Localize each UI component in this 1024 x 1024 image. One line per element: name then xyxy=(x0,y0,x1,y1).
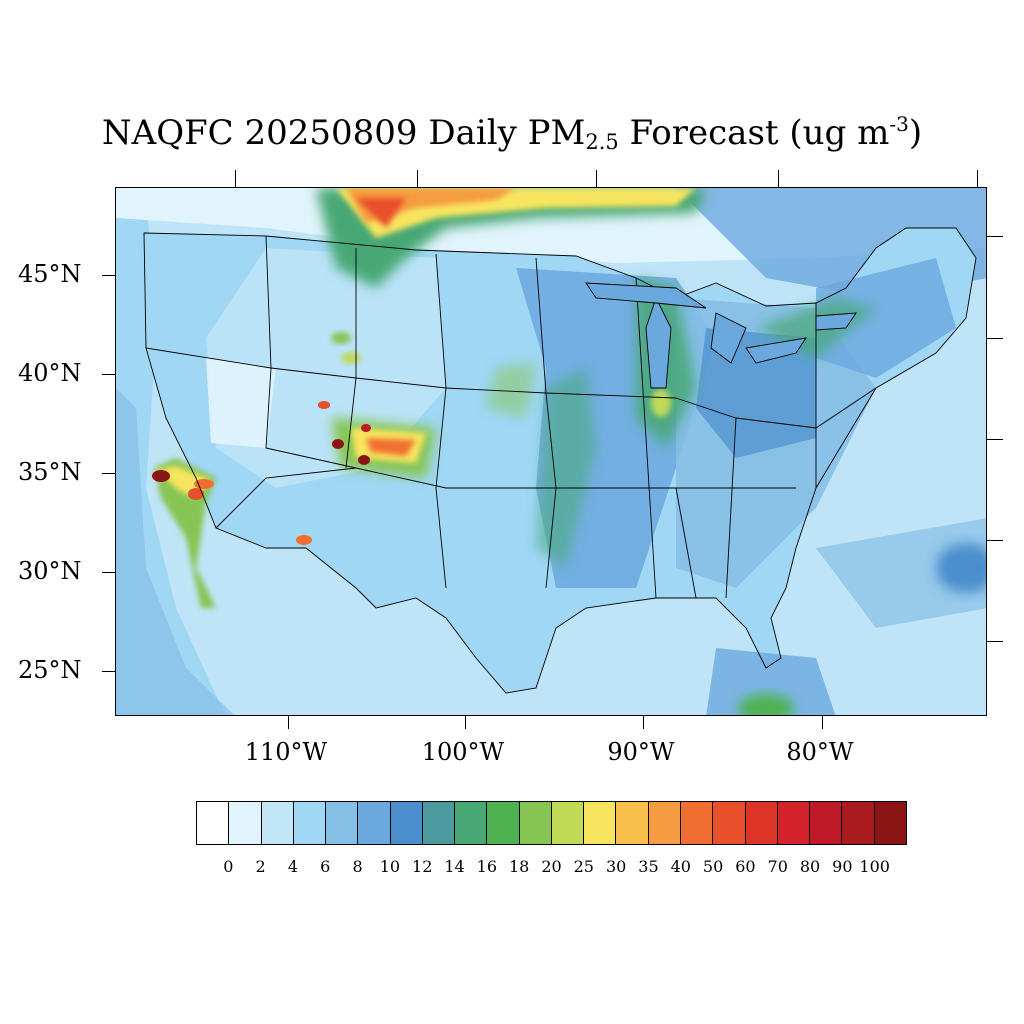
lon-label-110w: 110°W xyxy=(244,738,328,766)
lon-label-100w: 100°W xyxy=(421,738,505,766)
colorbar-swatch-4 xyxy=(326,802,359,844)
colorbar-label: 4 xyxy=(287,857,299,876)
boundaries xyxy=(143,227,977,694)
colorbar-label: 20 xyxy=(541,857,562,876)
colorbar-swatch-20 xyxy=(842,802,875,844)
colorbar-label: 14 xyxy=(444,857,465,876)
colorbar-label: 6 xyxy=(320,857,331,876)
colorbar-swatch-12 xyxy=(584,802,617,844)
tick-left-35n xyxy=(102,473,115,474)
colorbar-swatch-7 xyxy=(422,802,456,844)
colorbar-label: 60 xyxy=(735,857,756,876)
colorbar-swatch-3 xyxy=(293,802,327,844)
map-panel xyxy=(115,187,987,716)
lat-label-30n: 30°N xyxy=(18,557,82,585)
colorbar-swatch-18 xyxy=(777,802,811,844)
colorbar-swatch-1 xyxy=(229,802,262,844)
colorbar-label: 70 xyxy=(767,857,788,876)
tick-left-25n xyxy=(102,671,115,672)
colorbar-swatch-21 xyxy=(874,802,906,844)
colorbar-swatch-5 xyxy=(358,802,391,844)
lat-label-35n: 35°N xyxy=(18,458,82,486)
colorbar-label: 40 xyxy=(670,857,691,876)
tick-left-40n xyxy=(102,374,115,375)
colorbar-label: 90 xyxy=(832,857,853,876)
colorbar-swatch-16 xyxy=(713,802,746,844)
tick-right-3 xyxy=(987,439,1003,440)
colorbar-label: 80 xyxy=(799,857,821,876)
tick-top-3 xyxy=(596,170,597,187)
colorbar-swatch-14 xyxy=(648,802,681,844)
colorbar-label: 2 xyxy=(255,857,266,876)
pm25-map xyxy=(116,188,986,715)
tick-top-2 xyxy=(417,170,418,187)
tick-right-2 xyxy=(987,338,1003,339)
tick-bottom-80w xyxy=(822,716,823,729)
tick-bottom-110w xyxy=(288,716,289,729)
tick-bottom-100w xyxy=(465,716,466,729)
colorbar-label: 18 xyxy=(508,857,530,876)
colorbar-label: 10 xyxy=(379,857,401,876)
colorbar-swatch-9 xyxy=(487,802,520,844)
lat-label-25n: 25°N xyxy=(18,656,82,684)
lon-label-80w: 80°W xyxy=(786,738,854,766)
california-hotspot xyxy=(152,470,170,482)
tick-right-1 xyxy=(987,236,1003,237)
lat-label-45n: 45°N xyxy=(18,260,82,288)
tick-top-1 xyxy=(235,170,236,187)
tick-right-4 xyxy=(987,540,1003,541)
colorbar xyxy=(196,801,907,845)
tick-top-5 xyxy=(977,170,978,187)
colorbar-swatch-19 xyxy=(810,802,843,844)
map-title: NAQFC 20250809 Daily PM2.5 Forecast (ug … xyxy=(101,112,923,154)
colorbar-label: 12 xyxy=(412,857,433,876)
colorbar-label: 16 xyxy=(476,857,498,876)
great-lakes xyxy=(585,282,857,389)
tick-left-45n xyxy=(102,275,115,276)
arizona-hotspot xyxy=(296,535,312,545)
lon-label-90w: 90°W xyxy=(607,738,675,766)
tick-right-5 xyxy=(987,641,1003,642)
colorbar-swatch-0 xyxy=(197,802,230,844)
colorbar-swatch-15 xyxy=(680,802,714,844)
colorbar-label: 25 xyxy=(573,857,594,876)
colorbar-label: 8 xyxy=(352,857,363,876)
colorbar-label: 30 xyxy=(605,857,627,876)
colorbar-label: 100 xyxy=(859,857,890,876)
tick-left-30n xyxy=(102,572,115,573)
colorbar-label: 50 xyxy=(702,857,724,876)
colorbar-swatch-6 xyxy=(390,802,423,844)
colorbar-swatch-11 xyxy=(551,802,585,844)
tick-bottom-90w xyxy=(643,716,644,729)
colorbar-swatch-17 xyxy=(745,802,778,844)
colorado-hotspot xyxy=(332,439,344,449)
colorbar-swatch-13 xyxy=(616,802,649,844)
colorbar-swatch-8 xyxy=(455,802,488,844)
colorbar-swatch-10 xyxy=(519,802,552,844)
colorbar-label: 0 xyxy=(223,857,234,876)
colorbar-label: 35 xyxy=(638,857,659,876)
lat-label-40n: 40°N xyxy=(18,359,82,387)
colorbar-swatch-2 xyxy=(261,802,294,844)
tick-top-4 xyxy=(778,170,779,187)
